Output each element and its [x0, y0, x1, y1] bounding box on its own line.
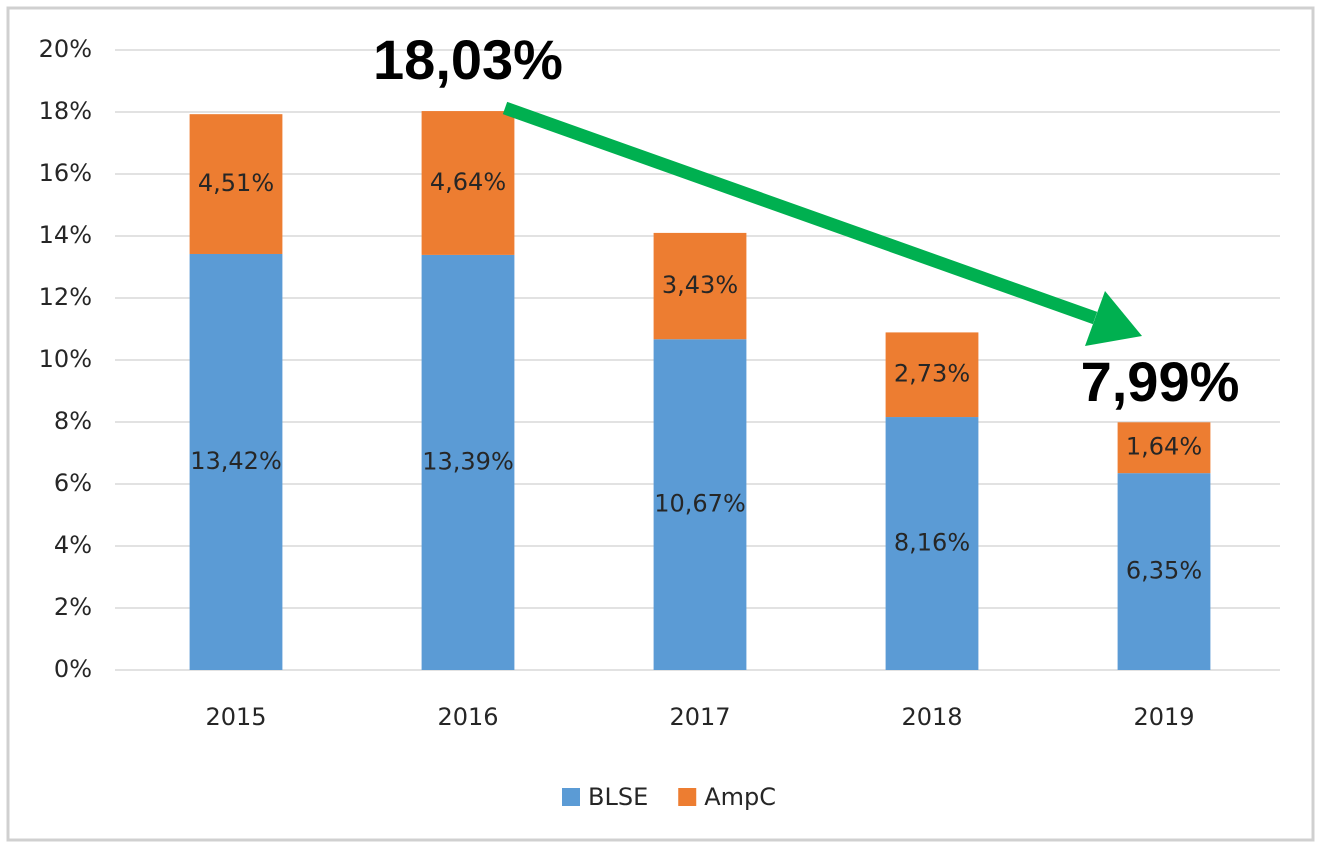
data-label: 1,64%	[1126, 433, 1202, 461]
bar-segment	[421, 254, 515, 670]
bars	[189, 111, 1211, 671]
x-tick-label: 2016	[437, 703, 498, 731]
x-tick-label: 2017	[669, 703, 730, 731]
legend-label: BLSE	[588, 783, 648, 811]
data-label: 8,16%	[894, 529, 970, 557]
data-label: 3,43%	[662, 271, 738, 299]
bar-segment	[189, 114, 283, 254]
y-tick-label: 16%	[39, 159, 92, 187]
legend-swatch	[562, 788, 580, 806]
annotation: 7,99%	[1081, 350, 1240, 413]
y-tick-label: 18%	[39, 97, 92, 125]
data-label: 10,67%	[654, 490, 746, 518]
legend-label: AmpC	[704, 783, 776, 811]
data-label: 4,64%	[430, 168, 506, 196]
x-tick-label: 2018	[901, 703, 962, 731]
annotation: 18,03%	[373, 28, 563, 91]
y-tick-label: 0%	[54, 655, 92, 683]
data-label: 4,51%	[198, 169, 274, 197]
bar-segment	[885, 417, 979, 670]
data-label: 6,35%	[1126, 557, 1202, 585]
y-tick-label: 4%	[54, 531, 92, 559]
arrow-head	[1085, 291, 1142, 346]
bar-segment	[421, 111, 515, 255]
x-tick-label: 2015	[205, 703, 266, 731]
labels: 0% 2% 4% 6% 8% 10% 12% 14% 16% 18% 20% 2015 13,42% 4,…	[39, 28, 1240, 811]
data-label: 13,42%	[190, 447, 282, 475]
data-label: 2,73%	[894, 360, 970, 388]
y-tick-label: 8%	[54, 407, 92, 435]
bar-segment	[885, 332, 979, 418]
y-tick-label: 2%	[54, 593, 92, 621]
y-tick-label: 20%	[39, 35, 92, 63]
bar-segment	[1117, 473, 1211, 670]
bar-segment	[1117, 422, 1211, 474]
trend-arrow	[502, 101, 1142, 346]
bar-segment	[653, 339, 747, 670]
bar-segment	[653, 232, 747, 340]
y-tick-label: 14%	[39, 221, 92, 249]
arrow-shaft	[502, 101, 1098, 325]
y-tick-label: 12%	[39, 283, 92, 311]
y-tick-label: 6%	[54, 469, 92, 497]
legend-swatch	[678, 788, 697, 806]
y-tick-label: 10%	[39, 345, 92, 373]
data-label: 13,39%	[422, 447, 514, 475]
x-tick-label: 2019	[1133, 703, 1194, 731]
bar-segment	[189, 253, 283, 671]
